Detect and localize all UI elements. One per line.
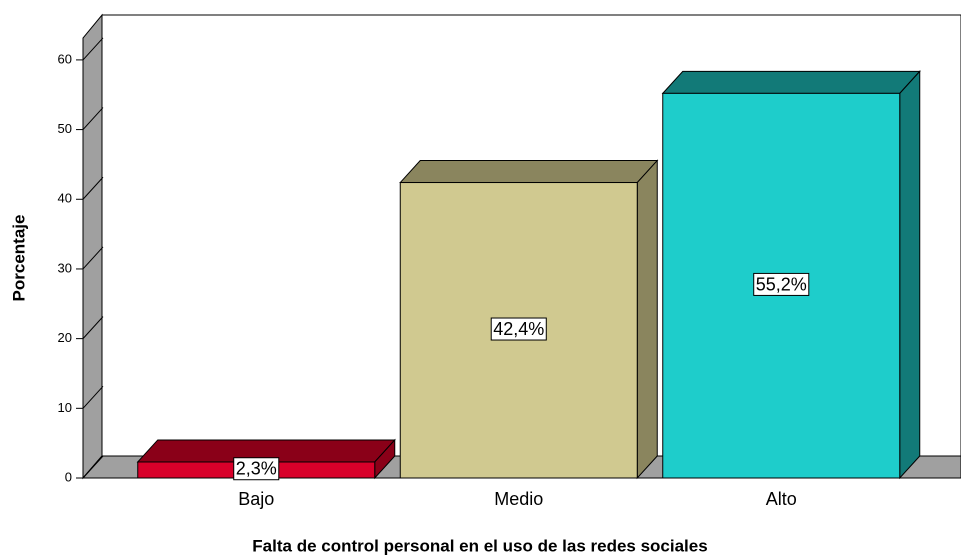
value-label: 2,3%	[236, 459, 277, 479]
y-tick-label: 0	[65, 469, 72, 484]
grid-line	[82, 246, 104, 270]
y-tick-label: 50	[58, 121, 72, 136]
y-tick-label: 10	[58, 400, 72, 415]
left-wall	[82, 13, 103, 480]
grid-line	[82, 37, 104, 61]
grid-line	[82, 385, 104, 409]
y-tick-label: 20	[58, 330, 72, 345]
x-tick-label: Alto	[766, 489, 797, 509]
bar-top	[399, 160, 659, 184]
bar-side	[636, 159, 658, 480]
x-tick-label: Medio	[494, 489, 543, 509]
value-label-box	[490, 317, 547, 341]
value-label: 42,4%	[493, 319, 544, 339]
bar-side	[899, 70, 921, 480]
value-label-box	[233, 457, 280, 481]
y-tick-label: 40	[58, 191, 72, 206]
value-label-box	[753, 272, 810, 296]
y-tick-label: 30	[58, 260, 72, 275]
grid-line	[82, 176, 104, 200]
x-axis-title: Falta de control personal en el uso de l…	[252, 536, 707, 555]
grid-line	[82, 107, 104, 130]
y-axis-title: Porcentaje	[9, 215, 28, 302]
bar-top	[661, 70, 921, 94]
grid-line	[82, 455, 104, 479]
y-tick-label: 60	[58, 51, 72, 66]
value-label: 55,2%	[756, 274, 807, 294]
x-tick-label: Bajo	[238, 489, 274, 509]
grid-line	[82, 316, 104, 339]
